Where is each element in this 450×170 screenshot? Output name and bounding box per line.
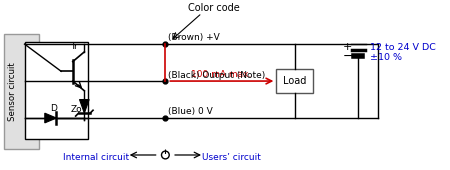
Text: −: − <box>343 50 353 63</box>
Text: 12 to 24 V DC: 12 to 24 V DC <box>370 42 436 52</box>
Text: Users’ circuit: Users’ circuit <box>202 153 261 162</box>
Text: Color code: Color code <box>188 3 239 13</box>
Text: Tr: Tr <box>70 42 77 51</box>
Text: ±10 %: ±10 % <box>370 53 402 62</box>
Polygon shape <box>45 113 56 123</box>
Text: (Blue) 0 V: (Blue) 0 V <box>168 107 213 116</box>
Text: Load: Load <box>283 76 306 86</box>
Text: 100 mA max.: 100 mA max. <box>191 70 252 79</box>
Text: (Brown) +V: (Brown) +V <box>168 33 220 42</box>
Text: Sensor circuit: Sensor circuit <box>9 62 18 121</box>
Text: D: D <box>50 104 58 113</box>
Bar <box>276 69 313 93</box>
Text: Internal circuit: Internal circuit <box>63 153 129 162</box>
Text: (Black) Output (Note): (Black) Output (Note) <box>168 71 266 80</box>
Bar <box>25 42 88 139</box>
Circle shape <box>162 151 169 159</box>
Text: +: + <box>343 42 352 52</box>
Bar <box>4 34 39 149</box>
Polygon shape <box>80 100 89 113</box>
Text: Zo: Zo <box>71 105 82 114</box>
